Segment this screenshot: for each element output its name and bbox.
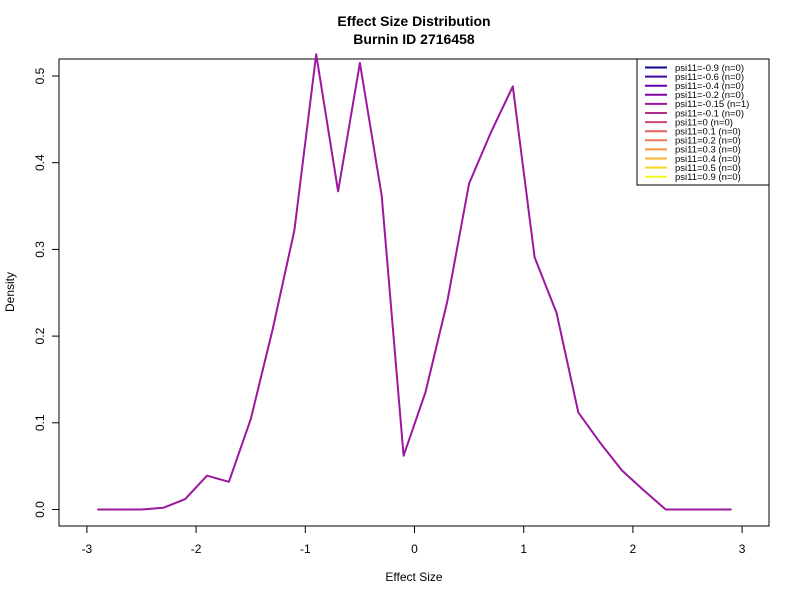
series-point <box>490 131 492 134</box>
series-point <box>140 508 143 511</box>
y-tick-label: 0.1 <box>33 414 47 431</box>
series-point <box>228 480 230 483</box>
series-point <box>511 85 514 88</box>
series-point <box>97 508 99 511</box>
series-point <box>686 508 689 511</box>
legend: psi11=-0.9 (n=0)psi11=-0.6 (n=0)psi11=-0… <box>636 58 770 186</box>
x-tick-label: 1 <box>520 542 527 556</box>
x-tick-label: 0 <box>411 542 418 556</box>
y-tick-label: 0.4 <box>33 154 47 171</box>
y-tick-label: 0.3 <box>33 241 47 258</box>
series-point <box>380 194 383 197</box>
legend-item-label: psi11=0.5 (n=0) <box>675 163 741 174</box>
legend-item-label: psi11=-0.15 (n=1) <box>675 99 749 110</box>
series-point <box>118 508 121 511</box>
y-tick-label: 0.0 <box>33 501 47 518</box>
legend-item-label: psi11=-0.9 (n=0) <box>675 63 744 74</box>
series-point <box>577 411 580 414</box>
x-tick-label: 2 <box>630 542 637 556</box>
series-point <box>621 469 623 472</box>
legend-item-label: psi11=-0.4 (n=0) <box>675 81 744 92</box>
x-axis: -3 -2 -1 0 1 2 3 <box>82 525 746 556</box>
x-tick-label: -2 <box>191 542 202 556</box>
chart-subtitle: Burnin ID 2716458 <box>353 31 475 47</box>
series-point <box>359 62 361 64</box>
y-tick-label: 0.2 <box>33 327 47 344</box>
x-axis-label: Effect Size <box>385 570 442 584</box>
series-point <box>206 474 208 477</box>
series-point <box>533 256 536 259</box>
legend-item-label: psi11=-0.6 (n=0) <box>675 72 744 83</box>
series-point <box>643 489 645 492</box>
series-point <box>424 391 427 394</box>
series-point <box>708 508 711 511</box>
series-point <box>555 311 558 314</box>
series-point <box>293 229 296 232</box>
legend-item-label: psi11=0.4 (n=0) <box>675 154 741 165</box>
chart-title: Effect Size Distribution <box>337 13 490 29</box>
series-point <box>271 329 274 331</box>
series-point <box>184 498 186 500</box>
series-point <box>446 300 449 303</box>
series-point <box>402 454 405 457</box>
y-axis-label: Density <box>3 272 17 312</box>
series-point <box>468 182 470 185</box>
x-tick-label: -1 <box>300 542 311 556</box>
legend-item-label: psi11=-0.1 (n=0) <box>675 108 744 119</box>
legend-item-label: psi11=0.1 (n=0) <box>675 127 741 138</box>
series-point <box>599 441 601 444</box>
series-point <box>162 506 165 509</box>
x-tick-label: 3 <box>739 542 746 556</box>
legend-item-label: psi11=0.2 (n=0) <box>675 136 741 147</box>
y-axis: 0.0 0.1 0.2 0.3 0.4 0.5 <box>33 67 60 518</box>
y-tick-label: 0.5 <box>33 67 47 84</box>
legend-item-label: psi11=0.3 (n=0) <box>675 145 741 156</box>
series-point <box>337 190 339 193</box>
series-point <box>249 418 252 421</box>
series-layer <box>97 53 732 511</box>
legend-item-label: psi11=0.9 (n=0) <box>675 172 741 183</box>
series-point <box>730 508 732 511</box>
x-tick-label: -3 <box>82 542 93 556</box>
legend-item-label: psi11=0 (n=0) <box>675 117 733 128</box>
legend-item-label: psi11=-0.2 (n=0) <box>675 90 744 101</box>
series-point <box>664 508 667 511</box>
series-line <box>97 53 732 511</box>
series-point <box>315 53 318 56</box>
